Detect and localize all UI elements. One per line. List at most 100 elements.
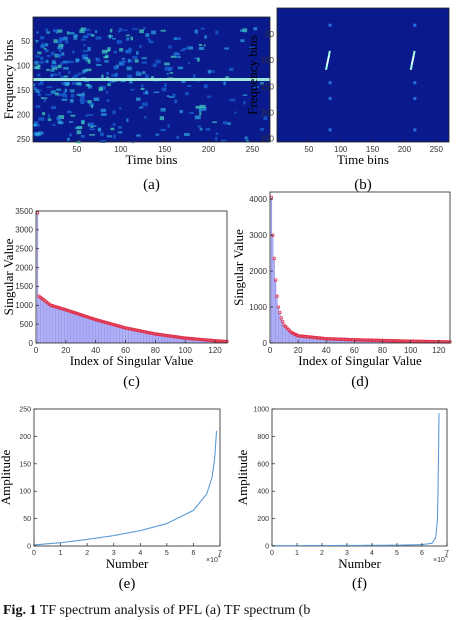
c-bar-104	[190, 338, 192, 343]
e-ylabel: Amplitude	[0, 449, 13, 505]
c-bar-13	[54, 306, 57, 343]
c-marker-77	[149, 331, 153, 335]
d-ytick-0: 0	[263, 339, 268, 348]
c-marker-58	[120, 325, 125, 329]
e-series-line	[33, 430, 218, 546]
c-bar-68	[136, 330, 139, 343]
c-marker-47	[104, 320, 108, 325]
d-bar-45	[332, 338, 334, 343]
c-bar-44	[100, 321, 103, 343]
c-marker-12	[52, 304, 56, 308]
a-xtick-0: 50	[72, 145, 81, 154]
f-ytick-1: 200	[257, 516, 269, 523]
c-marker-111	[199, 337, 204, 342]
d-bar-54	[345, 339, 347, 343]
c-bar-26	[74, 312, 76, 343]
c-bar-50	[109, 323, 112, 343]
c-marker-55	[116, 324, 120, 328]
d-marker-5	[275, 294, 279, 298]
e-xtick-4: 4	[138, 550, 142, 557]
b-ytick-0: 50	[265, 30, 274, 39]
c-bar-91	[171, 336, 173, 343]
c-marker-90	[168, 334, 172, 338]
c-marker-95	[176, 335, 180, 339]
d-bar-35	[318, 337, 320, 343]
c-marker-62	[126, 326, 131, 331]
d-frame	[269, 191, 451, 344]
c-bar-93	[174, 336, 176, 343]
c-marker-40	[93, 317, 98, 322]
d-bar-19	[296, 335, 298, 343]
c-bar-95	[177, 337, 179, 343]
c-bar-84	[160, 334, 163, 343]
c-bar-5	[42, 299, 45, 343]
c-marker-97	[179, 335, 183, 340]
c-bar-101	[186, 338, 188, 343]
e-xlabel: Number	[106, 556, 149, 571]
c-ytick-7: 3500	[15, 207, 33, 216]
d-bars	[270, 197, 451, 343]
c-xtick-0: 0	[34, 346, 39, 355]
c-bar-35	[87, 317, 89, 343]
c-xtick-1: 20	[61, 346, 70, 355]
c-bar-17	[60, 308, 63, 343]
d-bar-46	[334, 339, 336, 343]
c-bar-109	[197, 339, 200, 343]
b-xtick-4: 250	[430, 145, 444, 154]
c-bar-49	[108, 323, 110, 343]
d-ytick-2: 2000	[249, 267, 267, 276]
c-marker-10	[49, 303, 53, 307]
c-marker-80	[153, 332, 158, 336]
c-bar-40	[95, 319, 97, 343]
c-bar-81	[156, 334, 158, 343]
c-ytick-5: 2500	[15, 245, 33, 254]
c-ytick-4: 2000	[15, 263, 33, 272]
c-bar-88	[166, 335, 168, 343]
c-bar-89	[168, 335, 170, 343]
d-xlabel: Index of Singular Value	[298, 353, 422, 368]
panel-d: 0 20 40 60 80 100 120 0 1000 2000 3000 4000 Index of…	[231, 191, 452, 390]
d-xtick-1: 20	[294, 346, 303, 355]
c-bar-102	[187, 338, 189, 343]
c-bar-66	[133, 329, 136, 343]
d-bar-23	[301, 336, 303, 343]
c-bar-27	[75, 313, 77, 343]
c-bar-28	[77, 313, 79, 343]
c-bar-30	[80, 314, 82, 343]
c-marker-67	[134, 328, 138, 332]
f-frame	[271, 408, 448, 547]
c-marker-110	[198, 337, 202, 342]
d-bar-42	[328, 338, 330, 343]
d-bar-37	[321, 338, 323, 343]
panel-c: 0 20 40 60 80 100 120 0 500 1000 1500 2000 2500 3000 3…	[1, 207, 229, 390]
d-bar-44	[331, 338, 333, 343]
f-x-multiplier-exp: 4	[445, 554, 448, 560]
f-xtick-2: 2	[320, 550, 324, 557]
a-xtick-1: 100	[114, 145, 128, 154]
f-xtick-3: 3	[345, 550, 349, 557]
d-bar-50	[339, 339, 341, 343]
f-ytick-3: 600	[257, 461, 269, 468]
c-bar-4	[41, 298, 43, 343]
d-bar-5	[276, 296, 278, 343]
f-ytick-4: 800	[257, 434, 269, 441]
e-xtick-6: 6	[191, 550, 195, 557]
c-marker-59	[122, 325, 126, 330]
c-bar-74	[145, 332, 148, 343]
c-marker-49	[107, 321, 111, 326]
b-frame	[276, 7, 450, 143]
c-marker-11	[50, 304, 55, 308]
d-bar-52	[342, 339, 344, 343]
a-heatmap-cells	[33, 26, 268, 144]
e-x-multiplier-exp: 4	[218, 554, 221, 560]
d-ylabel: Singular Value	[231, 229, 246, 306]
c-bar-25	[72, 312, 74, 343]
d-bar-17	[293, 333, 295, 343]
c-marker-115	[205, 338, 210, 342]
c-marker-93	[173, 334, 177, 339]
d-markers	[269, 195, 452, 344]
d-bar-24	[303, 336, 305, 343]
c-marker-65	[131, 327, 135, 332]
